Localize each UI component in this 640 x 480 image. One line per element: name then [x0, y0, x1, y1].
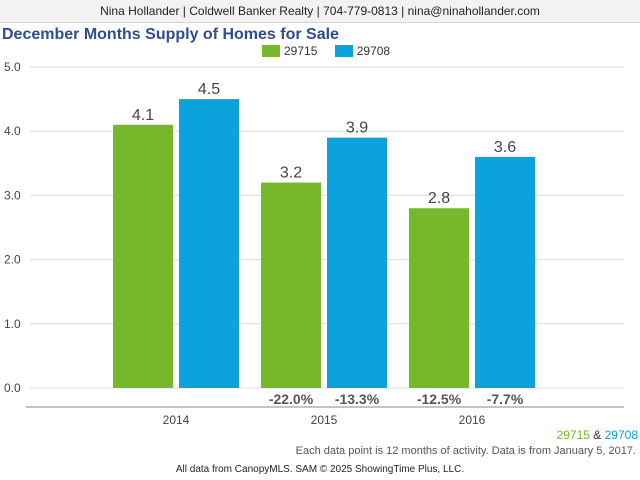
data-label: 3.6: [494, 139, 516, 156]
footer-legend-separator: &: [589, 428, 605, 442]
footer-legend: 29715 & 29708: [557, 428, 638, 442]
chart-title: December Months Supply of Homes for Sale: [2, 26, 339, 43]
data-label: 4.1: [132, 107, 154, 124]
footer-legend-29715: 29715: [556, 428, 590, 442]
x-tick-label: 2015: [311, 413, 338, 427]
y-tick-label: 5.0: [4, 60, 21, 74]
change-label: -22.0%: [269, 391, 314, 407]
y-tick-label: 1.0: [4, 317, 21, 331]
bar-29715-2016: [409, 208, 469, 388]
x-tick-label: 2016: [459, 413, 486, 427]
data-label: 2.8: [428, 190, 450, 207]
y-tick-label: 4.0: [4, 124, 21, 138]
footer-legend-29708: 29708: [604, 428, 638, 442]
y-tick-label: 0.0: [4, 381, 21, 395]
y-tick-label: 3.0: [4, 188, 21, 202]
change-label: -12.5%: [417, 391, 462, 407]
legend-item-29715: 29715: [262, 44, 317, 58]
legend-label-29708: 29708: [356, 44, 391, 58]
legend-item-29708: 29708: [334, 44, 391, 58]
change-label: -13.3%: [335, 391, 380, 407]
y-tick-label: 2.0: [4, 253, 21, 267]
change-label: -7.7%: [487, 391, 524, 407]
legend-swatch-29715: [262, 45, 280, 57]
header-banner: Nina Hollander | Coldwell Banker Realty …: [0, 0, 640, 23]
bar-chart: 0.0 1.0 2.0 3.0 4.0 5.0 4.1 4.5 2014 3.2 -22.0% 3.9…: [4, 60, 624, 427]
chart-legend: 29715 29708: [262, 44, 404, 58]
data-label: 3.9: [346, 120, 368, 137]
bar-29708-2016: [475, 156, 535, 388]
legend-swatch-29708: [334, 45, 353, 57]
data-label: 4.5: [198, 81, 220, 98]
bar-29708-2014: [179, 99, 239, 388]
bar-29708-2015: [327, 137, 387, 388]
source-credit: All data from CanopyMLS. SAM © 2025 Show…: [175, 464, 465, 475]
bar-29715-2015: [261, 182, 321, 388]
legend-label-29715: 29715: [284, 44, 318, 58]
data-label: 3.2: [280, 165, 302, 182]
bar-29715-2014: [113, 124, 173, 388]
data-note: Each data point is 12 months of activity…: [295, 445, 636, 457]
x-tick-label: 2014: [163, 413, 190, 427]
